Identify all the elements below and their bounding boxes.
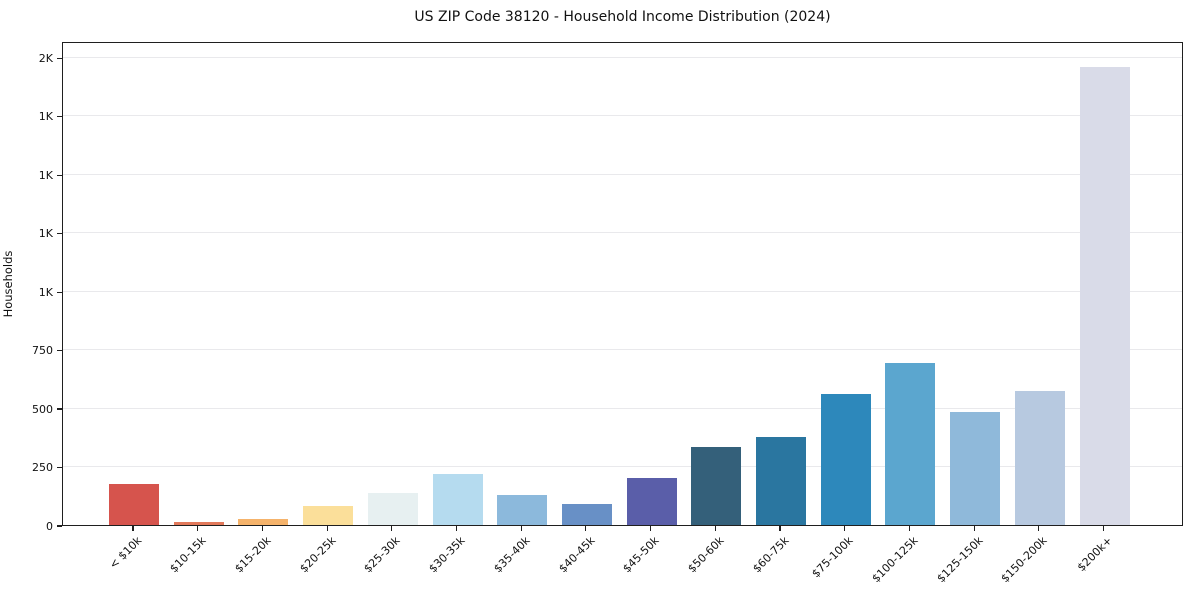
y-tick-label: 2K [38,51,53,65]
x-tick-label: $40-45k [555,534,598,576]
gridline [63,466,1182,468]
x-tick-mark [520,526,522,531]
x-tick-label: $25-30k [361,534,403,576]
bar-$35-40k [497,494,548,525]
gridline [63,56,1182,58]
x-tick-mark [844,526,846,531]
chart-title: US ZIP Code 38120 - Household Income Dis… [414,9,831,25]
y-tick-label: 750 [32,344,53,358]
x-tick-mark [1102,526,1105,531]
x-tick-mark [391,526,393,531]
bar-< $10k [109,484,159,525]
bar-$30-35k [432,473,483,525]
y-tick-mark [57,466,62,469]
bar-$60-75k [756,437,806,525]
x-tick-label: $35-40k [491,534,533,576]
x-tick-label: < $10k [106,534,145,572]
x-tick-mark [973,526,975,531]
y-tick-label: 1K [38,110,53,124]
x-tick-mark [779,526,781,531]
x-tick-mark [585,526,587,531]
x-tick-label: $125-150k [934,534,986,586]
gridline [63,115,1182,117]
y-tick-mark [57,350,62,352]
x-tick-label: $200k+ [1074,534,1115,575]
y-tick-mark [57,233,62,235]
y-tick-mark [57,525,62,527]
y-tick-mark [57,57,62,59]
bar-$40-45k [561,504,612,525]
x-tick-label: $45-50k [620,534,662,576]
y-tick-mark [57,174,62,176]
bar-$150-200k [1014,390,1065,525]
x-tick-mark [908,526,910,531]
x-tick-label: $50-60k [685,534,727,576]
bar-$100-125k [885,362,936,525]
y-tick-label: 1K [38,227,53,241]
y-tick-label: 500 [32,402,53,416]
x-tick-mark [326,526,328,531]
bar-$200k+ [1079,66,1130,525]
bar-$15-20k [238,519,289,525]
x-tick-mark [132,526,134,531]
y-tick-label: 1K [38,168,53,182]
x-tick-label: $10-15k [167,534,209,576]
gridline [63,349,1182,351]
y-tick-mark [57,291,62,293]
x-tick-label: $150-200k [998,534,1050,586]
x-tick-label: $15-20k [232,534,274,576]
y-tick-label: 0 [46,519,53,533]
y-tick-mark [57,116,62,118]
gridline [63,232,1182,234]
bar-$25-30k [367,493,418,525]
y-axis-title-text: Households [1,250,15,318]
x-tick-label: $30-35k [426,534,468,576]
gridline [63,407,1182,409]
x-tick-mark [714,526,716,531]
y-tick-label: 1K [38,285,53,299]
x-tick-label: $100-125k [869,534,921,586]
plot-area [62,42,1183,526]
x-tick-mark [197,526,199,531]
bar-$125-150k [950,411,1001,525]
bar-$75-100k [820,394,871,525]
bar-$50-60k [691,446,742,525]
x-tick-label: $60-75k [749,534,792,576]
y-tick-label: 250 [32,461,53,475]
y-tick-mark [57,408,62,410]
x-tick-mark [455,526,458,531]
x-tick-mark [1038,526,1040,531]
x-tick-mark [261,526,263,531]
x-tick-label: $75-100k [809,534,856,581]
x-tick-mark [650,526,652,531]
bar-$10-15k [173,521,224,525]
bar-$20-25k [303,506,354,525]
gridline [63,290,1182,292]
bar-$45-50k [626,478,677,525]
x-tick-label: $20-25k [297,534,339,576]
gridline [63,173,1182,175]
